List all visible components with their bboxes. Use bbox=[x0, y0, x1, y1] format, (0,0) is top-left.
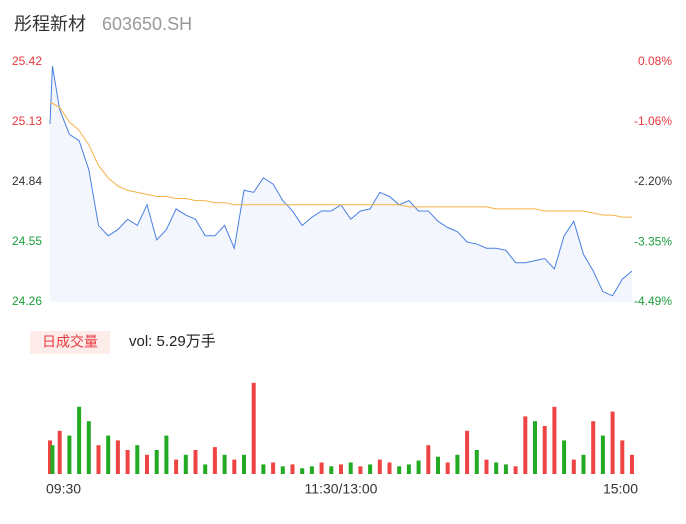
volume-bar bbox=[368, 464, 373, 474]
volume-title: 日成交量 bbox=[42, 334, 98, 350]
stock-code: 603650.SH bbox=[102, 14, 192, 34]
y-tick-label: 24.55 bbox=[12, 234, 42, 248]
volume-bar bbox=[96, 445, 101, 474]
volume-bar bbox=[523, 416, 528, 474]
volume-bar bbox=[48, 440, 52, 474]
volume-bar bbox=[67, 435, 72, 474]
volume-bar bbox=[222, 454, 227, 474]
volume-bar bbox=[542, 426, 547, 474]
volume-bar bbox=[300, 468, 305, 474]
volume-bar bbox=[610, 411, 615, 474]
volume-bar bbox=[271, 462, 276, 474]
price-line bbox=[49, 66, 633, 297]
x-tick-label: 11:30/13:00 bbox=[305, 481, 378, 497]
volume-bar bbox=[465, 430, 470, 474]
volume-bar bbox=[339, 464, 343, 474]
volume-bar bbox=[154, 450, 159, 474]
volume-bar bbox=[290, 464, 295, 474]
y2-tick-label: -1.06% bbox=[634, 114, 672, 128]
volume-bar bbox=[319, 462, 324, 474]
volume-bar bbox=[571, 459, 576, 474]
volume-bar bbox=[174, 459, 179, 474]
volume-bar bbox=[562, 440, 567, 474]
volume-bar bbox=[406, 464, 411, 474]
volume-bar bbox=[600, 435, 605, 474]
volume-bar bbox=[416, 460, 421, 474]
volume-bar bbox=[494, 462, 499, 474]
volume-bar bbox=[86, 421, 91, 474]
volume-bar bbox=[513, 466, 518, 474]
volume-bar bbox=[329, 466, 334, 474]
volume-bar bbox=[232, 459, 237, 474]
volume-bar bbox=[630, 454, 634, 474]
volume-bar bbox=[348, 462, 353, 474]
y-tick-label: 25.13 bbox=[12, 114, 42, 128]
volume-bar bbox=[581, 454, 586, 474]
y2-tick-label: -2.20% bbox=[634, 174, 672, 188]
y2-tick-label: -3.35% bbox=[634, 234, 672, 248]
volume-bar bbox=[145, 454, 149, 474]
volume-bar bbox=[280, 466, 285, 474]
volume-bar bbox=[445, 462, 450, 474]
volume-bar bbox=[115, 440, 120, 474]
volume-bar bbox=[106, 435, 111, 474]
volume-bar bbox=[125, 450, 130, 474]
volume-bar bbox=[503, 464, 508, 474]
average-line bbox=[50, 102, 632, 218]
y-tick-label: 24.26 bbox=[12, 294, 42, 308]
volume-bar bbox=[193, 450, 198, 474]
volume-bar bbox=[50, 445, 55, 474]
volume-bar bbox=[261, 464, 266, 474]
volume-bar bbox=[377, 459, 382, 474]
volume-bar bbox=[387, 462, 392, 474]
volume-bar bbox=[358, 466, 363, 474]
y-tick-label: 25.42 bbox=[12, 54, 42, 68]
volume-bar bbox=[474, 450, 479, 474]
volume-bar bbox=[552, 406, 557, 474]
volume-bar bbox=[164, 435, 169, 474]
x-tick-label: 09:30 bbox=[46, 481, 81, 497]
volume-badge bbox=[30, 331, 110, 354]
volume-bar bbox=[436, 456, 440, 474]
y2-tick-label: -4.49% bbox=[634, 294, 672, 308]
volume-bar bbox=[57, 430, 62, 474]
volume-bar bbox=[135, 445, 140, 474]
volume-total: vol: 5.29万手 bbox=[129, 333, 216, 350]
volume-bar bbox=[533, 421, 537, 474]
y2-tick-label: 0.08% bbox=[638, 54, 672, 68]
volume-bar bbox=[620, 440, 625, 474]
x-tick-label: 15:00 bbox=[603, 481, 638, 497]
volume-bar bbox=[591, 421, 596, 474]
volume-bar bbox=[455, 454, 460, 474]
volume-bar bbox=[251, 382, 256, 474]
volume-bar bbox=[212, 447, 217, 474]
volume-bar bbox=[309, 466, 314, 474]
volume-bar bbox=[426, 445, 431, 474]
price-area bbox=[50, 66, 632, 302]
volume-bar bbox=[77, 406, 82, 474]
volume-bar bbox=[183, 454, 188, 474]
stock-name: 彤程新材 bbox=[14, 14, 86, 34]
y-tick-label: 24.84 bbox=[12, 174, 42, 188]
volume-bar bbox=[203, 464, 208, 474]
volume-bar bbox=[484, 459, 489, 474]
volume-bar bbox=[242, 454, 246, 474]
volume-bar bbox=[397, 466, 402, 474]
